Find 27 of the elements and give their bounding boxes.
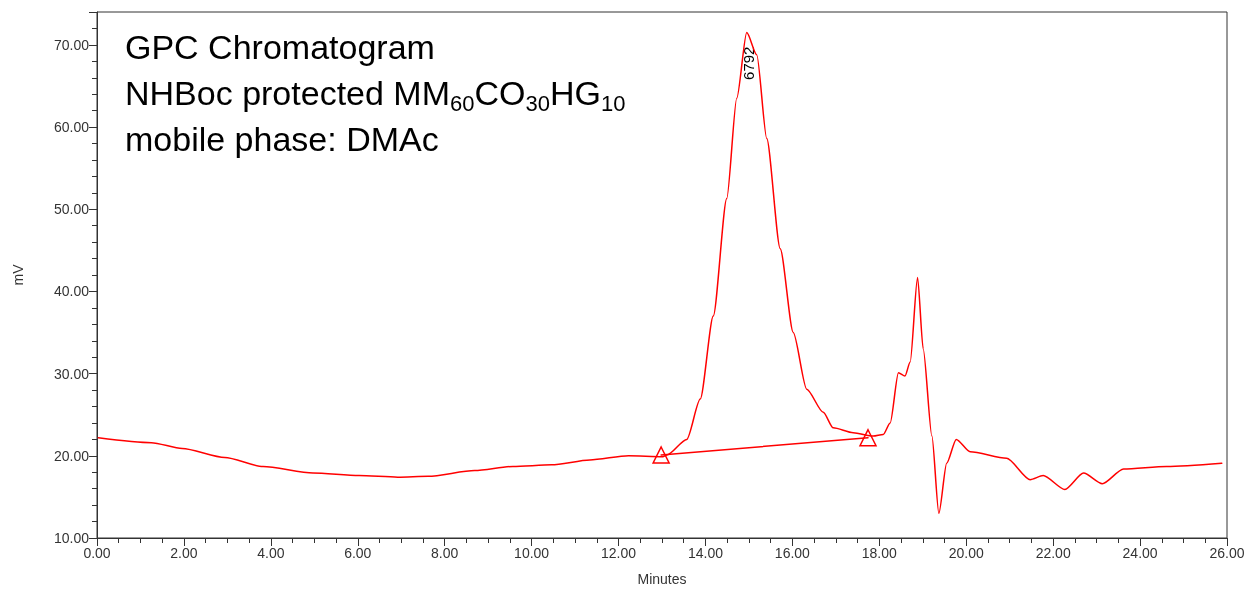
x-tick-label: 22.00 [1035, 545, 1071, 561]
y-tick-label: 50.00 [53, 201, 90, 218]
x-tick-label: 24.00 [1122, 545, 1158, 561]
x-tick-label: 2.00 [170, 545, 198, 561]
y-tick-label: 70.00 [53, 36, 90, 53]
y-tick-label: 20.00 [53, 447, 90, 464]
y-tick-label: 40.00 [53, 283, 90, 300]
y-tick-label: 60.00 [53, 119, 90, 136]
text: NHBoc protected MM$_{60}$CO$_{30}$HG$_{10}$ [125, 73, 626, 116]
y-tick-label: 10.00 [53, 530, 90, 546]
x-tick-label: 6.00 [344, 545, 372, 561]
y-tick-label: 30.00 [53, 365, 90, 382]
annotation: 6792 [740, 46, 758, 80]
y-axis-title: mV [10, 263, 26, 286]
annotation: mobile phase: DMAc [125, 119, 439, 160]
x-axis-title: Minutes [637, 571, 687, 587]
x-tick-label: 0.00 [83, 545, 111, 561]
x-tick-label: 4.00 [257, 545, 285, 561]
x-tick-label: 14.00 [687, 545, 724, 561]
x-tick-label: 20.00 [948, 545, 984, 561]
x-tick-label: 10.00 [514, 545, 550, 561]
x-tick-label: 8.00 [431, 545, 459, 561]
text: GPC Chromatogram [125, 27, 435, 68]
x-tick-label: 26.00 [1209, 545, 1245, 561]
x-tick-label: 16.00 [774, 545, 811, 561]
x-tick-label: 12.00 [601, 545, 637, 561]
x-tick-label: 18.00 [861, 545, 898, 561]
